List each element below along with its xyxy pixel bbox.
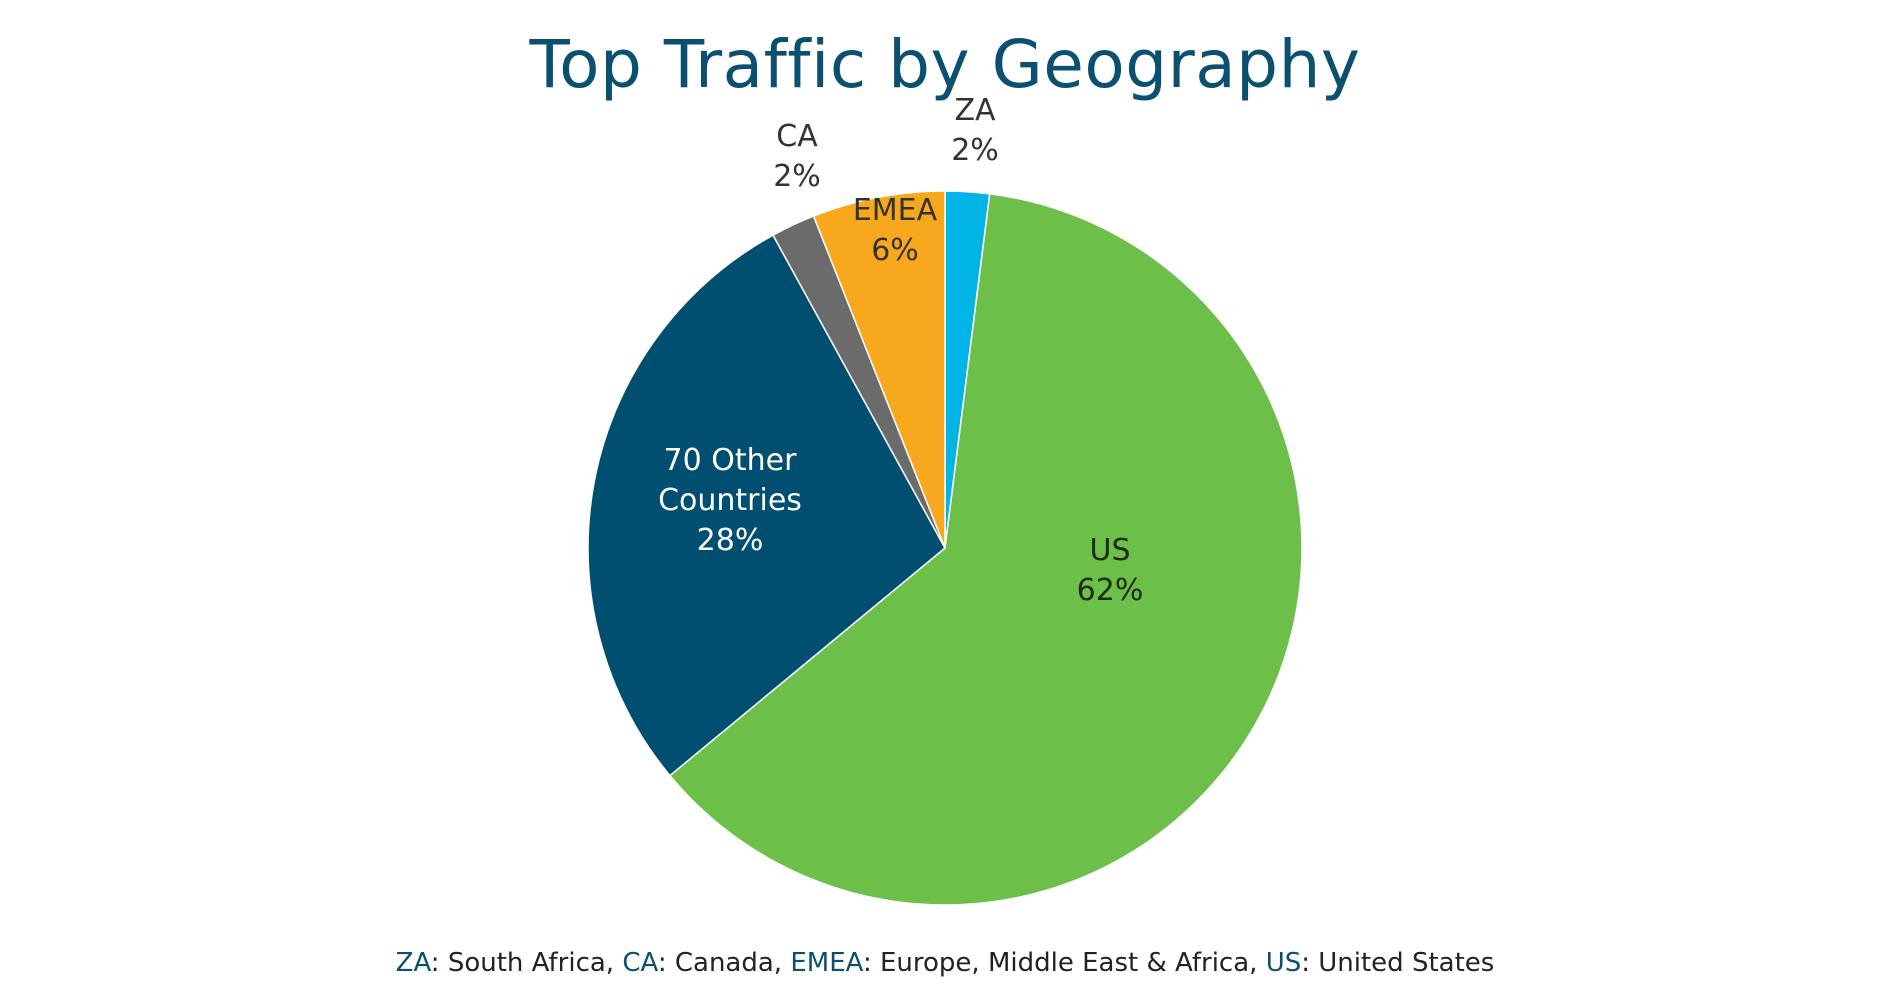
slice-label-emea: EMEA 6% [853,193,938,268]
pie-slice-us [668,192,1303,906]
footnote-text-us: : United States [1301,948,1495,978]
slice-label-70-other-countries: 70 Other Countries 28% [658,443,802,558]
slice-label-za: ZA 2% [951,93,999,168]
slice-label-ca: CA 2% [773,119,821,194]
footnote-abbr-za: ZA [395,948,431,978]
footnote-text-emea: : Europe, Middle East & Africa, [862,948,1266,978]
footnote-text-ca: : Canada, [657,948,791,978]
footnote-abbr-ca: CA [622,948,658,978]
footnote: ZA: South Africa, CA: Canada, EMEA: Euro… [0,948,1890,978]
chart-title: Top Traffic by Geography [529,26,1361,103]
pie-slice-70-other-countries [587,234,946,777]
slice-label-us: US 62% [1077,533,1144,608]
pie-slice-emea [812,190,946,549]
footnote-abbr-us: US [1265,948,1302,978]
footnote-abbr-emea: EMEA [790,948,863,978]
footnote-text-za: : South Africa, [430,948,623,978]
